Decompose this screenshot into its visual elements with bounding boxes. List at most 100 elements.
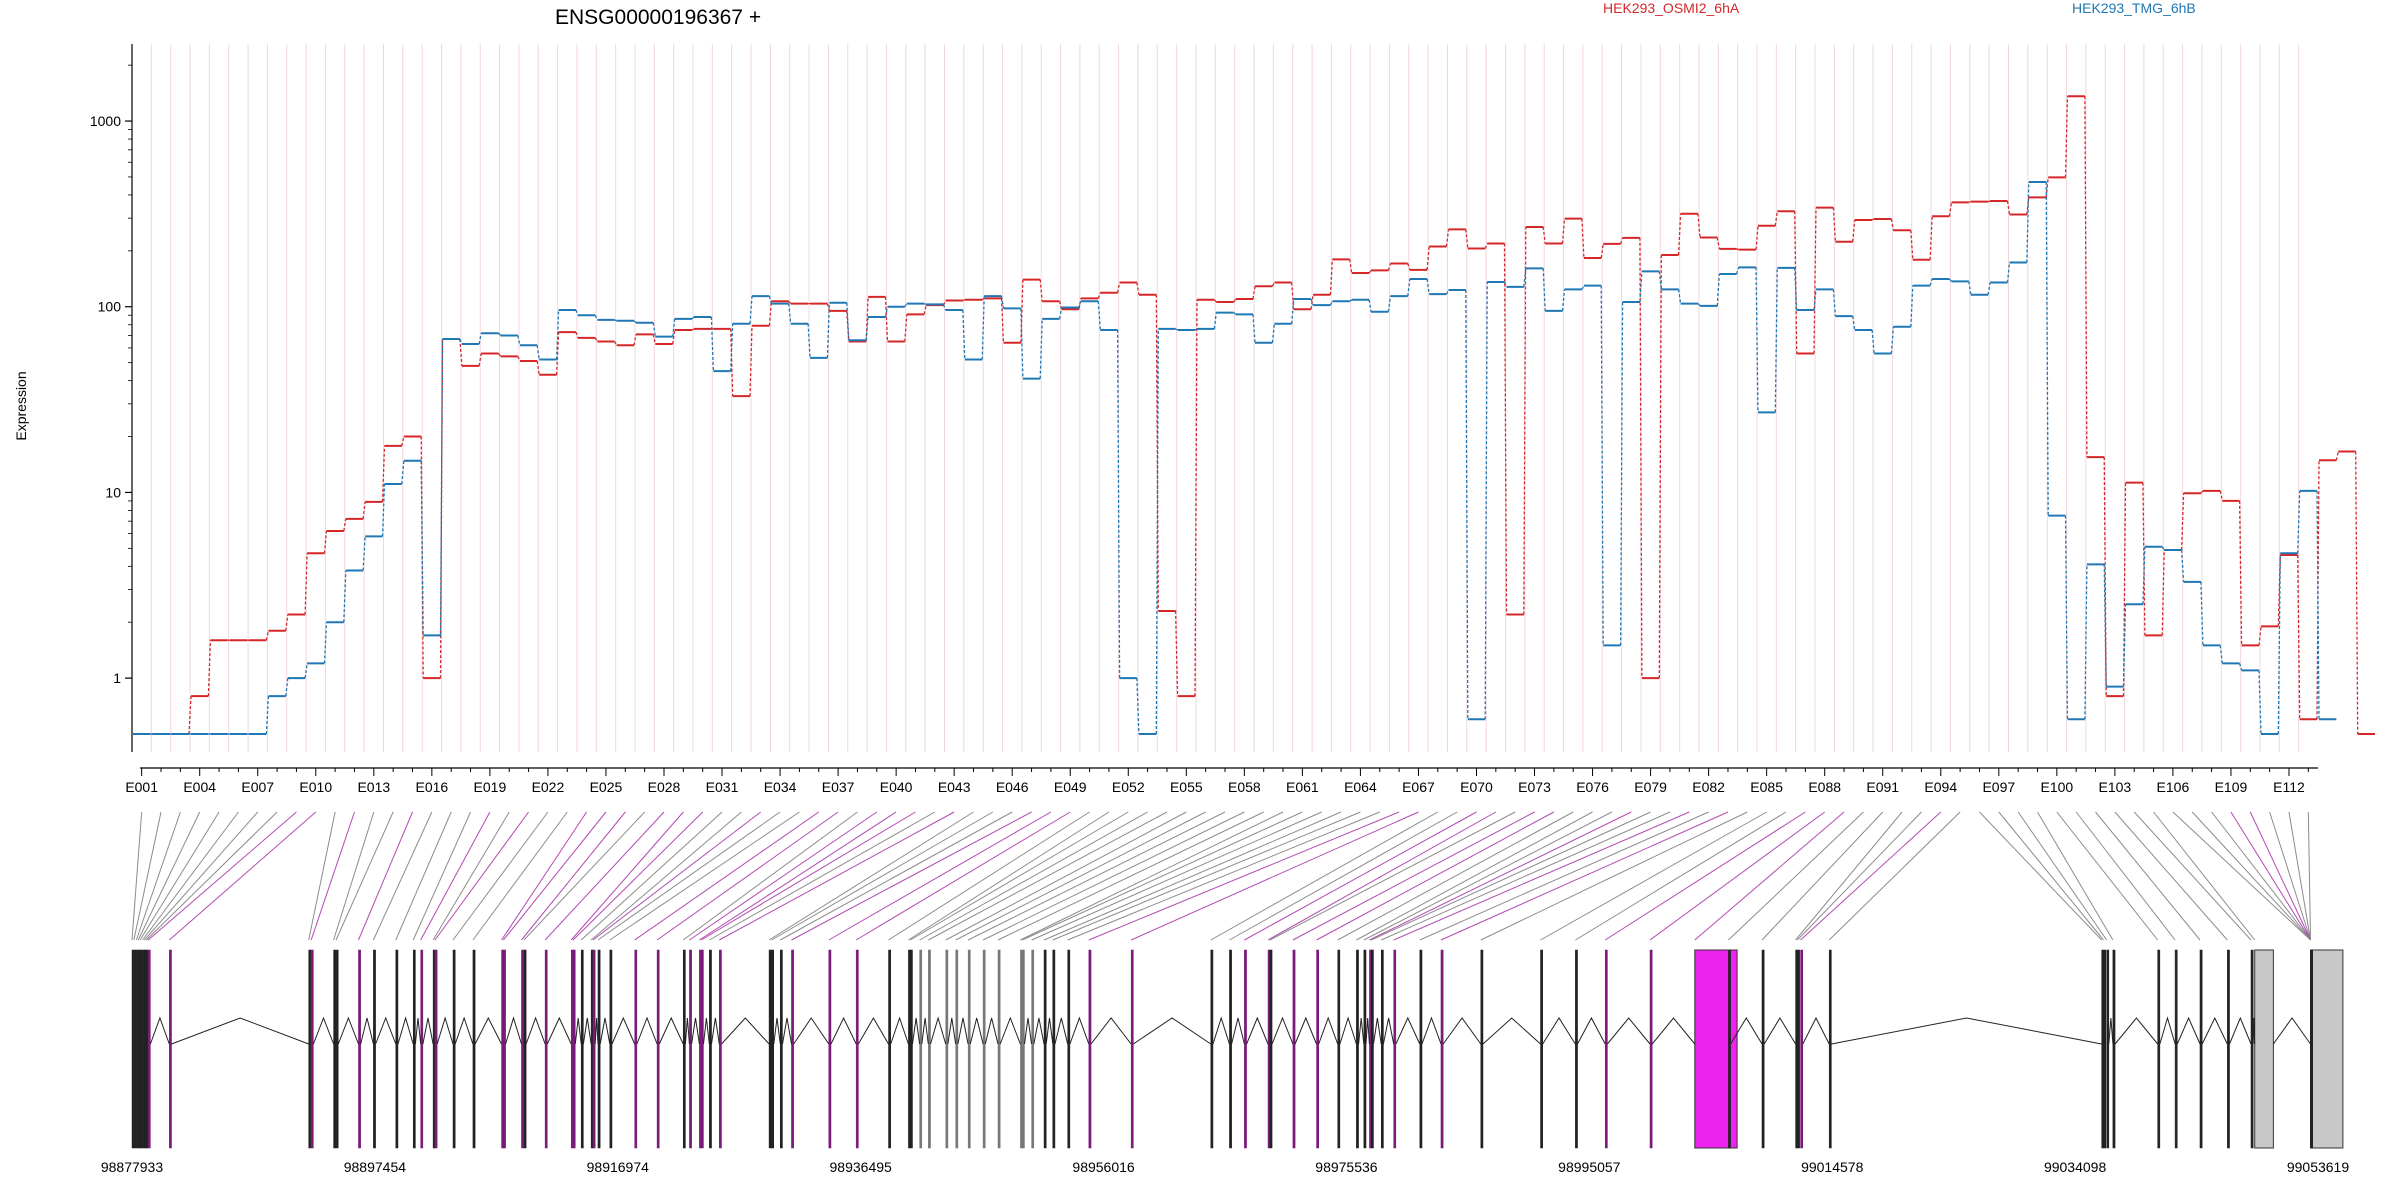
exon-tick-label: E016 [415, 779, 448, 795]
exon-connector [412, 811, 471, 941]
exon-box [780, 949, 783, 1149]
exon-connector [1795, 811, 1903, 941]
exon-box [2250, 949, 2254, 1149]
exon-connector [131, 811, 143, 941]
exon-connector [523, 811, 646, 941]
exon-box [1480, 949, 1484, 1149]
exon-connector [1356, 811, 1593, 941]
exon-box [592, 949, 596, 1149]
exon-box [2227, 949, 2230, 1149]
exon-connector [2288, 811, 2312, 941]
exon-tick-label: E091 [1866, 779, 1899, 795]
exon-connector [982, 811, 1245, 941]
genomic-tick-label: 98936495 [830, 1159, 893, 1175]
exon-connector [768, 811, 974, 941]
exon-box [521, 949, 524, 1149]
exon-tick-label: E085 [1750, 779, 1783, 795]
exon-box [1337, 949, 1341, 1149]
exon-tick-label: E010 [299, 779, 332, 795]
exon-connector [1393, 811, 1690, 941]
exon-connector [420, 811, 491, 941]
exon-tick-label: E073 [1518, 779, 1551, 795]
exon-connector [2249, 811, 2311, 941]
y-axis: 1 10 100 1000 [90, 44, 133, 752]
exon-tick-label: E079 [1634, 779, 1667, 795]
exon-tick-label: E076 [1576, 779, 1609, 795]
exon-box [1269, 949, 1273, 1149]
exon-connector [928, 811, 1168, 941]
exon-connector [137, 811, 201, 941]
exon-box [1067, 949, 1071, 1149]
exon-box [1540, 949, 1543, 1149]
exon-box [434, 949, 438, 1149]
exon-box [656, 949, 660, 1149]
exon-connector [2153, 811, 2256, 941]
exon-tick-label: E031 [706, 779, 739, 795]
exon-connector [452, 811, 549, 941]
exon-box [689, 949, 692, 1149]
exon-connector [1761, 811, 1884, 941]
exon-connector [700, 811, 916, 941]
exon-connector [168, 811, 317, 941]
exon-tick-label: E064 [1344, 779, 1377, 795]
exon-connector [135, 811, 181, 941]
exon-axis: E001 E004 E007 E010 E013 E016 E019 E022 E025 E028… [125, 767, 2318, 795]
exon-connector [919, 811, 1148, 941]
exon-connector [2037, 811, 2114, 941]
exon-connector [1269, 811, 1516, 941]
exon-connector [1419, 811, 1709, 941]
exon-box [945, 949, 949, 1149]
exon-connector [682, 811, 858, 941]
series-tmg [133, 180, 2337, 736]
exon-box [1575, 949, 1578, 1149]
exon-box [2254, 949, 2274, 1149]
exon-connector [580, 811, 723, 941]
exon-box [2310, 949, 2344, 1149]
exon-connector [609, 811, 800, 941]
genomic-tick-label: 99014578 [1801, 1159, 1864, 1175]
exon-box [333, 949, 337, 1149]
exon-connector [395, 811, 452, 941]
exon-box [1210, 949, 1214, 1149]
exon-connector [1369, 811, 1632, 941]
exon-connector [310, 811, 355, 941]
exon-box [139, 949, 143, 1149]
exon-box [2112, 949, 2116, 1149]
exon-box [1031, 949, 1035, 1149]
genomic-tick-label: 99053619 [2287, 1159, 2350, 1175]
exon-connector [771, 811, 994, 941]
series-connector [150, 181, 2320, 735]
exon-connector [1649, 811, 1825, 941]
exon-box [1363, 949, 1367, 1149]
chart-title: ENSG00000196367 + [555, 6, 761, 29]
exon-connector [335, 811, 394, 941]
exon-box [771, 949, 775, 1149]
exon-connector [147, 811, 297, 941]
exon-connector [855, 811, 1071, 941]
exon-box [997, 949, 1001, 1149]
exon-tick-label: E112 [2273, 779, 2305, 795]
exon-tick-label: E034 [764, 779, 797, 795]
exon-box [1130, 949, 1134, 1149]
exon-connector [719, 811, 955, 941]
exon-box [572, 949, 576, 1149]
exon-connector [2114, 811, 2228, 941]
exon-tick-label: E082 [1692, 779, 1725, 795]
exon-connector [2211, 811, 2311, 941]
exon-connector [1381, 811, 1671, 941]
genomic-tick-label: 98897454 [344, 1159, 407, 1175]
exon-box [420, 949, 424, 1149]
exon-connector [1979, 811, 2103, 941]
exon-box [955, 949, 959, 1149]
exon-box [1761, 949, 1765, 1149]
exon-box [634, 949, 638, 1149]
exon-connector [908, 811, 1110, 941]
y-axis-label: Expression [13, 371, 29, 440]
exon-connector [432, 811, 510, 941]
genomic-tick-label: 99034098 [2044, 1159, 2107, 1175]
exon-tick-label: E043 [938, 779, 971, 795]
exon-connector [357, 811, 413, 941]
exon-connector [1088, 811, 1400, 941]
exon-box [1371, 949, 1374, 1149]
exon-connector [1797, 811, 1922, 941]
